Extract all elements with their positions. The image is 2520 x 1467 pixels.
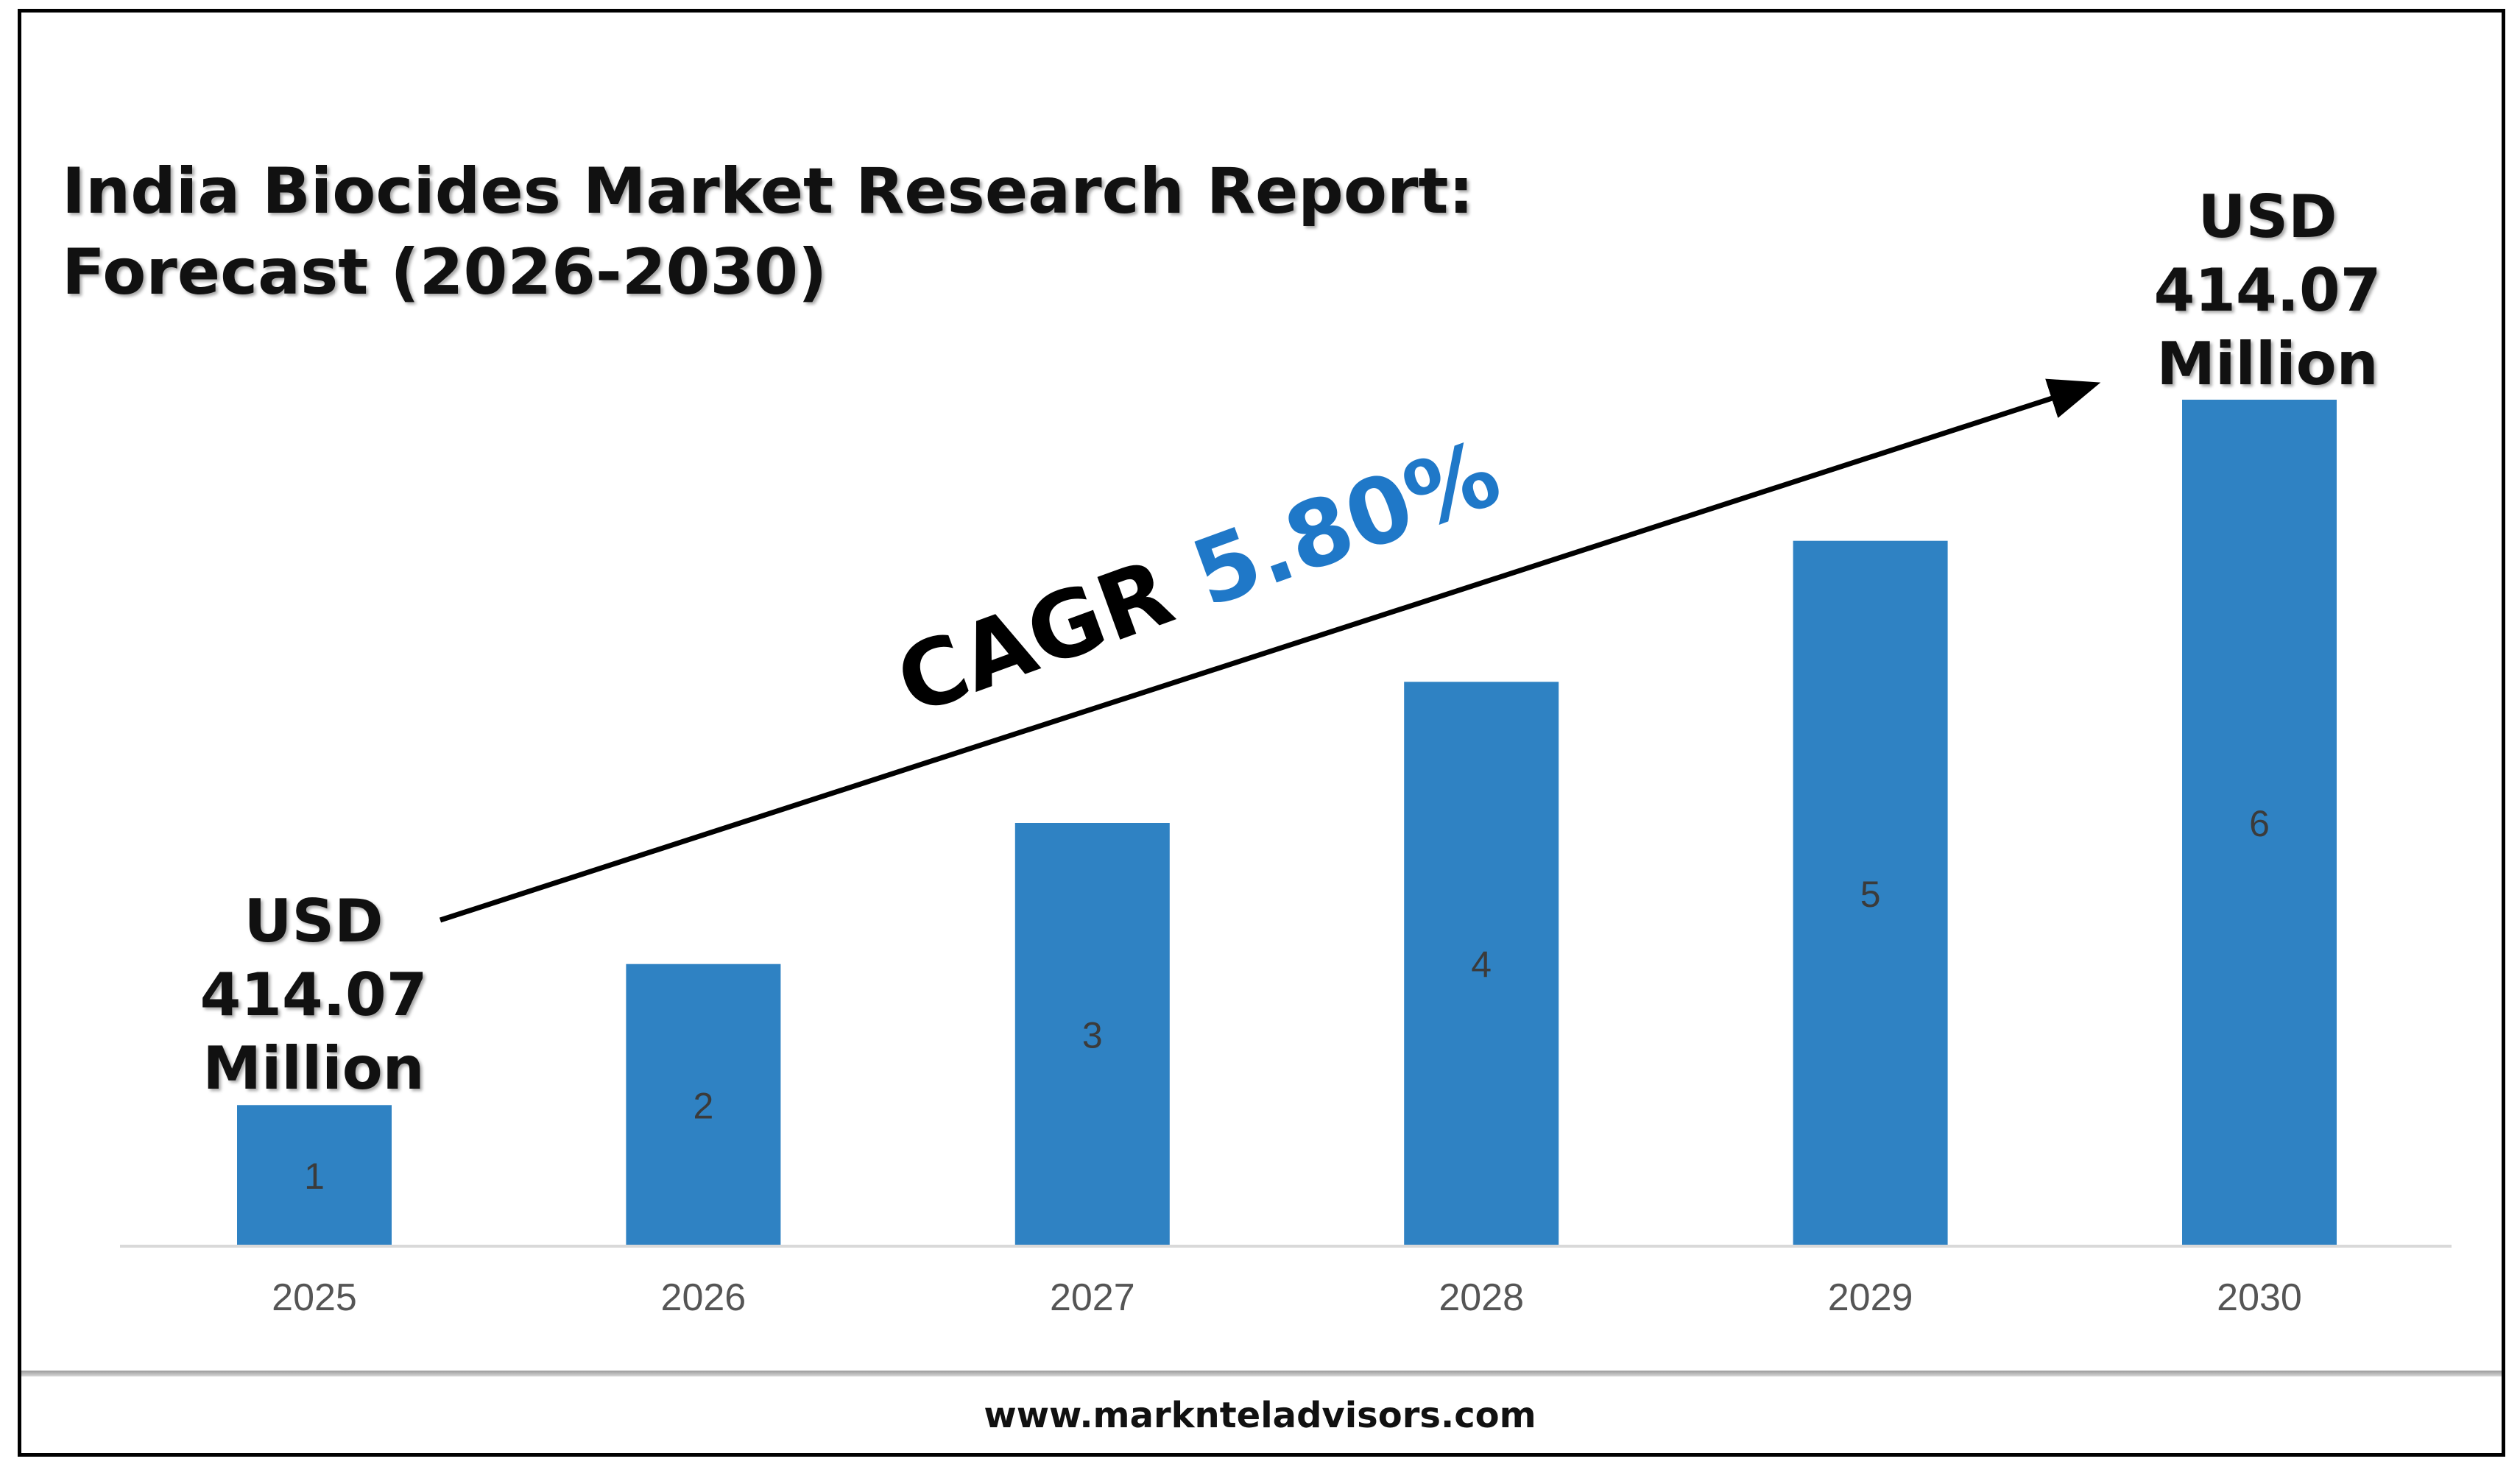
x-tick-label-2027: 2027 (1050, 1276, 1135, 1319)
bar-data-label-2025: 1 (304, 1156, 325, 1197)
chart-frame (18, 9, 2505, 1457)
x-tick-label-2030: 2030 (2217, 1276, 2302, 1319)
cagr-trend-arrow (439, 378, 2101, 923)
chart-title-line-2: Forecast (2026-2030) (62, 236, 827, 309)
chart-title-line-1: India Biocides Market Research Report: (62, 155, 1474, 228)
end-value-amount: 414.07 (2153, 256, 2382, 325)
bar-2030 (2182, 400, 2337, 1246)
bar-data-label-2030: 6 (2249, 803, 2270, 844)
bar-data-label-2028: 4 (1471, 944, 1492, 986)
x-tick-label-2025: 2025 (272, 1276, 357, 1319)
bar-data-label-2029: 5 (1860, 874, 1881, 915)
bar-2028 (1404, 682, 1559, 1246)
bar-data-label-2026: 2 (693, 1085, 713, 1126)
start-value-unit: Million (202, 1034, 425, 1103)
x-tick-label-2029: 2029 (1828, 1276, 1913, 1319)
x-tick-labels: 2025 2026 2027 2028 2029 2030 (272, 1276, 2302, 1319)
end-value-unit: Million (2156, 330, 2379, 398)
x-tick-label-2028: 2028 (1439, 1276, 1524, 1319)
end-value-currency: USD (2198, 183, 2337, 251)
bar-data-label-2027: 3 (1082, 1015, 1103, 1056)
start-value-callout: USD 414.07 Million (159, 885, 468, 1106)
chart-title: India Biocides Market Research Report: F… (62, 151, 1474, 313)
bars-layer (237, 400, 2337, 1246)
bar-2025 (237, 1105, 392, 1246)
bar-2026 (626, 964, 781, 1246)
start-value-currency: USD (244, 887, 384, 955)
end-value-callout: USD 414.07 Million (2113, 180, 2422, 401)
bar-labels-layer: 1 2 3 4 5 6 (304, 803, 2270, 1197)
bar-2029 (1793, 540, 1948, 1246)
bar-2027 (1014, 823, 1170, 1246)
footer-website-link[interactable]: www.marknteladvisors.com (984, 1395, 1536, 1436)
footer-divider (21, 1371, 2502, 1376)
start-value-amount: 414.07 (200, 961, 428, 1029)
x-tick-label-2026: 2026 (661, 1276, 747, 1319)
